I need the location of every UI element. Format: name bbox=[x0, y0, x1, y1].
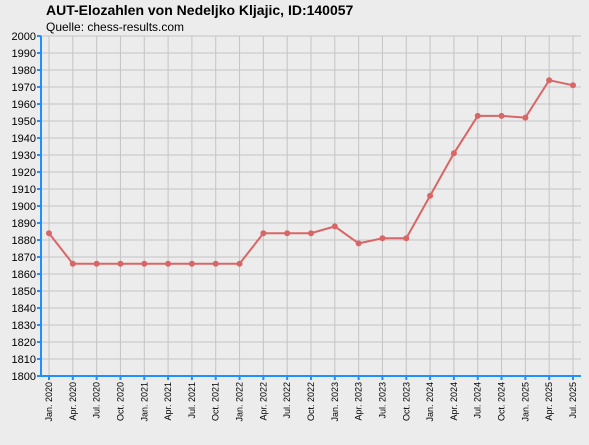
y-tick-label: 1810 bbox=[12, 354, 36, 366]
y-tick-label: 1900 bbox=[12, 201, 36, 213]
data-point bbox=[141, 260, 148, 267]
x-tick-label: Apr. 2025 bbox=[544, 382, 554, 421]
x-tick-label: Jan. 2023 bbox=[330, 382, 340, 422]
data-point bbox=[165, 260, 172, 267]
data-point bbox=[546, 77, 553, 84]
data-point bbox=[379, 235, 386, 242]
y-tick-label: 1830 bbox=[12, 320, 36, 332]
x-tick-label: Jan. 2022 bbox=[235, 382, 245, 422]
data-point bbox=[93, 260, 100, 267]
data-point bbox=[117, 260, 124, 267]
x-tick-label: Jan. 2025 bbox=[520, 382, 530, 422]
y-tick-label: 1920 bbox=[12, 167, 36, 179]
x-tick-label: Apr. 2023 bbox=[354, 382, 364, 421]
data-point bbox=[69, 260, 76, 267]
x-tick-label: Jan. 2020 bbox=[44, 382, 54, 422]
y-tick-label: 1990 bbox=[12, 48, 36, 60]
y-tick-label: 1940 bbox=[12, 133, 36, 145]
data-point bbox=[212, 260, 219, 267]
data-point bbox=[570, 82, 576, 89]
y-tick-label: 1820 bbox=[12, 337, 36, 349]
data-point bbox=[284, 230, 291, 237]
x-tick-label: Jul. 2023 bbox=[377, 382, 387, 419]
data-point bbox=[498, 112, 505, 119]
data-point bbox=[450, 150, 457, 157]
x-tick-label: Jul. 2022 bbox=[282, 382, 292, 419]
x-tick-label: Apr. 2022 bbox=[258, 382, 268, 421]
y-tick-label: 1840 bbox=[12, 303, 36, 315]
data-point bbox=[46, 230, 52, 237]
y-tick-label: 1970 bbox=[12, 82, 36, 94]
y-tick-label: 1850 bbox=[12, 286, 36, 298]
data-point bbox=[188, 260, 195, 267]
x-tick-label: Oct. 2024 bbox=[497, 382, 507, 421]
y-tick-label: 1930 bbox=[12, 150, 36, 162]
x-tick-label: Jul. 2020 bbox=[92, 382, 102, 419]
y-tick-label: 1880 bbox=[12, 235, 36, 247]
x-tick-label: Oct. 2020 bbox=[115, 382, 125, 421]
data-point bbox=[427, 192, 434, 199]
x-tick-label: Jan. 2021 bbox=[139, 382, 149, 422]
data-point bbox=[403, 235, 410, 242]
x-tick-label: Jan. 2024 bbox=[425, 382, 435, 422]
x-tick-label: Jul. 2024 bbox=[473, 382, 483, 419]
x-tick-label: Oct. 2021 bbox=[211, 382, 221, 421]
x-tick-label: Oct. 2023 bbox=[401, 382, 411, 421]
x-tick-label: Oct. 2022 bbox=[306, 382, 316, 421]
y-tick-label: 2000 bbox=[12, 31, 36, 43]
grid bbox=[41, 35, 581, 377]
y-tick-label: 1890 bbox=[12, 218, 36, 230]
y-tick-label: 1870 bbox=[12, 252, 36, 264]
y-tick-label: 1950 bbox=[12, 116, 36, 128]
x-tick-label: Apr. 2020 bbox=[68, 382, 78, 421]
data-point bbox=[236, 260, 243, 267]
series-elo bbox=[46, 77, 576, 267]
data-point bbox=[355, 240, 362, 247]
y-axis-ticks: 1800 1810 1820 1830 1840 1850 1860 1870 1880 1890… bbox=[12, 31, 41, 383]
y-tick-label: 1860 bbox=[12, 269, 36, 281]
y-tick-label: 1960 bbox=[12, 99, 36, 111]
y-tick-label: 1800 bbox=[12, 371, 36, 383]
chart-title: AUT-Elozahlen von Nedeljko Kljajic, ID:1… bbox=[46, 2, 354, 18]
data-point bbox=[474, 112, 481, 119]
y-tick-label: 1980 bbox=[12, 65, 36, 77]
data-point bbox=[308, 230, 314, 237]
chart-subtitle: Quelle: chess-results.com bbox=[46, 20, 185, 34]
x-tick-label: Jul. 2025 bbox=[568, 382, 578, 419]
data-point bbox=[522, 114, 529, 121]
data-point bbox=[331, 223, 338, 230]
x-axis-ticks: Jan. 2020 Apr. 2020 Jul. 2020 Oct. 2020 Jan.… bbox=[44, 376, 578, 422]
y-tick-label: 1910 bbox=[12, 184, 36, 196]
x-tick-label: Apr. 2021 bbox=[163, 382, 173, 421]
x-tick-label: Jul. 2021 bbox=[187, 382, 197, 419]
data-point bbox=[260, 230, 267, 237]
x-tick-label: Apr. 2024 bbox=[449, 382, 459, 421]
